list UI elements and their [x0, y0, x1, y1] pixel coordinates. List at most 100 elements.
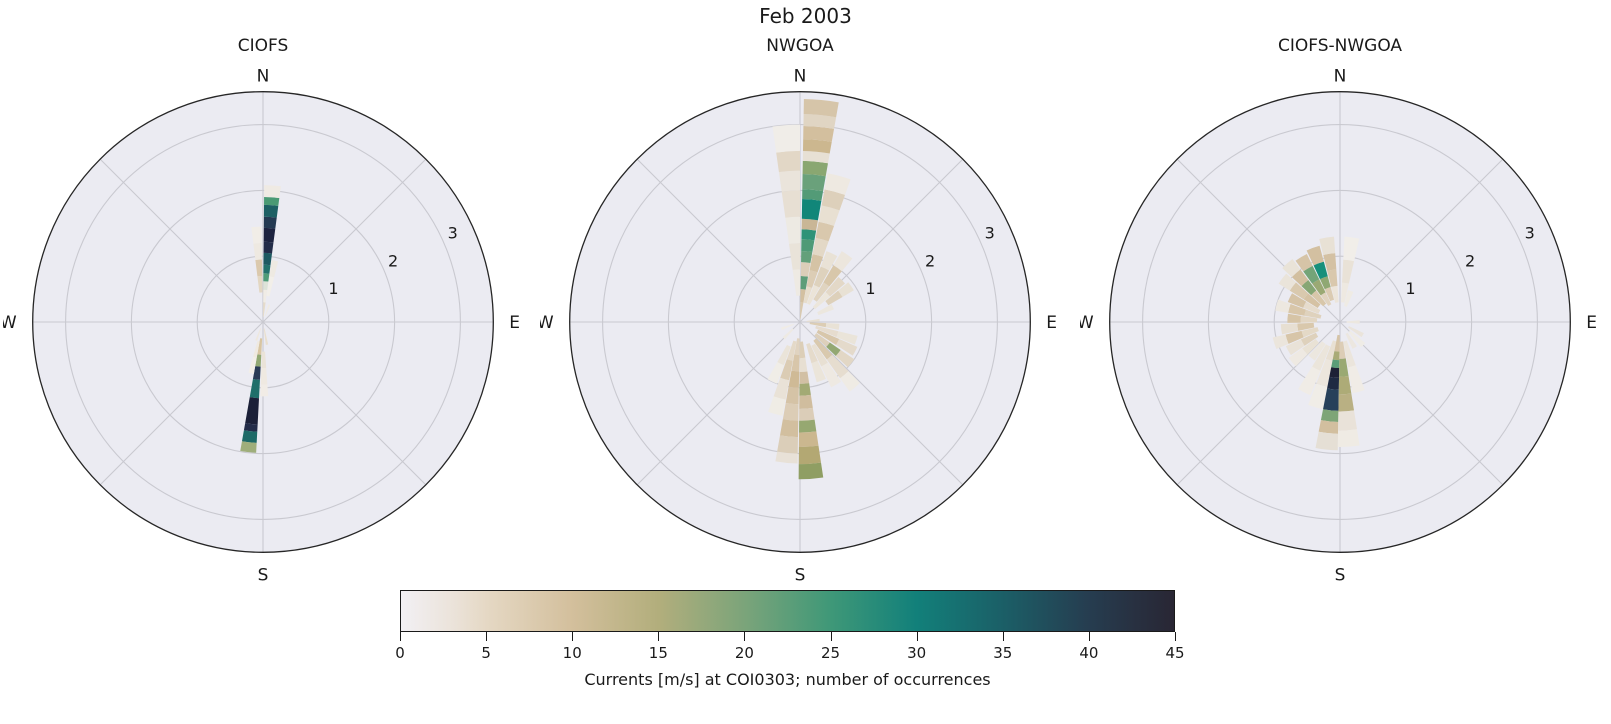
- petal-segment: [1289, 282, 1309, 300]
- petal-segment: [1347, 365, 1365, 394]
- petal-segment: [815, 221, 835, 242]
- petal-segment: [1338, 375, 1352, 395]
- subplot-title-ciofs-nwgoa: CIOFS-NWGOA: [1277, 36, 1403, 56]
- compass-label-w: W: [1080, 313, 1094, 333]
- petal-segment: [825, 290, 843, 306]
- petal-segment: [1331, 359, 1340, 369]
- polar-spine: [1109, 91, 1571, 553]
- petal-segment: [1343, 290, 1354, 307]
- petal-segment: [803, 125, 835, 142]
- compass-label-w: W: [3, 313, 17, 333]
- colorbar-tick-label: 30: [907, 644, 927, 662]
- petal-segment: [260, 384, 269, 397]
- polar-spine: [32, 91, 494, 553]
- rose-petal: [775, 338, 800, 464]
- petal-segment: [798, 462, 824, 480]
- petal-segment: [792, 269, 800, 296]
- angular-gridline: [262, 321, 427, 486]
- rose-petal: [1308, 340, 1337, 410]
- petal-segment: [1291, 269, 1309, 287]
- rose-petal: [1315, 334, 1340, 451]
- rose-petal: [1287, 293, 1321, 314]
- petal-segment: [802, 150, 830, 164]
- petal-segment: [803, 98, 839, 118]
- petal-segment: [767, 362, 784, 384]
- petal-segment: [1332, 351, 1340, 361]
- petal-segment: [775, 451, 798, 464]
- petal-segment: [1303, 265, 1320, 284]
- colorbar-tick: [400, 632, 401, 641]
- petal-segment: [253, 340, 260, 358]
- petal-segment: [785, 216, 800, 244]
- petal-segment: [840, 371, 860, 392]
- petal-segment: [1338, 410, 1357, 431]
- angular-gridline: [262, 158, 427, 323]
- colorbar-tick-label: 15: [648, 644, 668, 662]
- petal-segment: [1301, 327, 1319, 338]
- petal-segment: [1300, 332, 1319, 346]
- petal-segment: [1311, 290, 1327, 307]
- colorbar-tick-label: 45: [1165, 644, 1185, 662]
- petal-segment: [781, 190, 800, 218]
- petal-segment: [776, 150, 800, 173]
- petal-segment: [806, 342, 818, 364]
- colorbar-tick-label: 10: [562, 644, 582, 662]
- petal-segment: [813, 282, 830, 302]
- petal-segment: [1306, 245, 1324, 266]
- radial-tick-label: 2: [1465, 251, 1475, 270]
- petal-segment: [813, 266, 830, 288]
- petal-segment: [799, 341, 806, 359]
- rose-petal: [1278, 273, 1321, 309]
- petal-segment: [1287, 293, 1307, 308]
- petal-segment: [794, 338, 800, 355]
- petal-segment: [813, 338, 833, 360]
- petal-segment: [824, 173, 851, 195]
- petal-segment: [1348, 326, 1364, 338]
- rose-petal: [806, 342, 826, 383]
- rose-petal: [260, 351, 269, 397]
- petal-segment: [835, 349, 855, 368]
- petal-segment: [1303, 293, 1321, 309]
- rose-petal: [1348, 330, 1366, 348]
- petal-segment: [803, 286, 813, 304]
- petal-segment: [802, 173, 826, 192]
- petal-segment: [785, 386, 799, 405]
- colorbar-gradient: [400, 590, 1175, 632]
- petal-segment: [768, 396, 786, 416]
- rose-petal: [813, 251, 853, 302]
- petal-segment: [240, 441, 257, 453]
- angular-gridline: [99, 158, 264, 323]
- rose-petal: [815, 325, 858, 345]
- petal-segment: [260, 367, 268, 385]
- petal-segment: [1285, 339, 1305, 356]
- radial-tick-label: 3: [448, 224, 458, 243]
- rose-plot-ciofs: N E S W 1 2 3: [3, 67, 520, 582]
- compass-label-s: S: [795, 565, 806, 582]
- petal-segment: [825, 323, 840, 330]
- rose-petal: [1298, 344, 1331, 396]
- petal-segment: [1323, 388, 1339, 411]
- petal-segment: [789, 243, 800, 270]
- radial-tick-label: 2: [388, 251, 398, 270]
- petal-segment: [811, 343, 828, 367]
- rose-plot-ciofs-nwgoa: N E S W 1 2 3: [1080, 67, 1597, 582]
- petal-segment: [1325, 340, 1337, 361]
- rose-petal: [255, 328, 262, 341]
- petal-segment: [833, 251, 853, 272]
- rose-petal: [1308, 341, 1326, 361]
- colorbar-tick: [916, 632, 918, 641]
- petal-segment: [257, 275, 263, 293]
- compass-label-s: S: [1335, 565, 1346, 582]
- colorbar-tick: [1002, 632, 1004, 641]
- petal-segment: [249, 379, 260, 399]
- petal-segment: [801, 250, 813, 264]
- rose-petal: [1343, 290, 1354, 307]
- colorbar-tick-label: 5: [481, 644, 491, 662]
- petal-segment: [817, 304, 834, 316]
- petal-segment: [263, 264, 271, 274]
- rose-petal: [781, 323, 794, 331]
- petal-segment: [261, 351, 267, 369]
- petal-segment: [263, 289, 268, 303]
- petal-segment: [266, 276, 275, 297]
- petal-segment: [799, 407, 815, 421]
